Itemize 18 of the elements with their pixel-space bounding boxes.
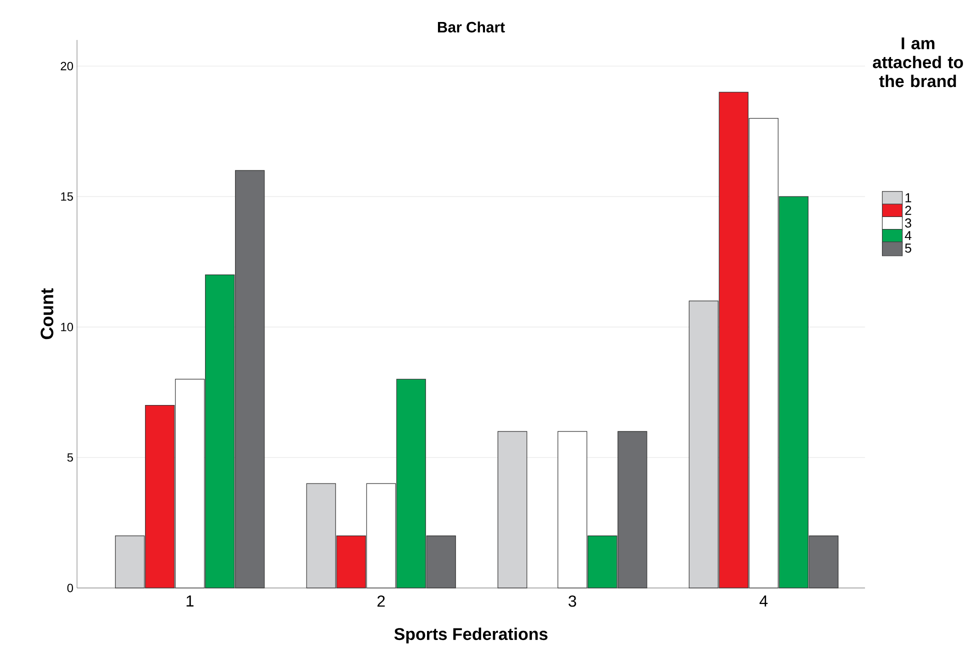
legend-label: 5 [905, 244, 912, 253]
x-tick-label: 4 [760, 596, 768, 606]
y-tick-label: 10 [61, 322, 74, 332]
legend-label: 4 [904, 231, 912, 240]
x-tick-label: 1 [186, 596, 194, 606]
legend-label: 1 [906, 193, 912, 202]
y-tick-label: 20 [60, 62, 74, 70]
legend-label: 3 [905, 218, 912, 228]
y-axis-title: Count [40, 288, 54, 340]
legend-label: 2 [905, 206, 912, 215]
chart-title: Bar Chart [438, 22, 505, 32]
x-tick-label: 3 [568, 596, 576, 607]
x-tick-label: 2 [377, 596, 385, 607]
y-tick-label: 5 [67, 453, 73, 462]
legend-title: I am attached to the brand [872, 38, 963, 88]
x-axis-title: Sports Federations [394, 628, 548, 644]
y-tick-label: 0 [67, 584, 74, 592]
y-tick-label: 15 [61, 192, 73, 201]
